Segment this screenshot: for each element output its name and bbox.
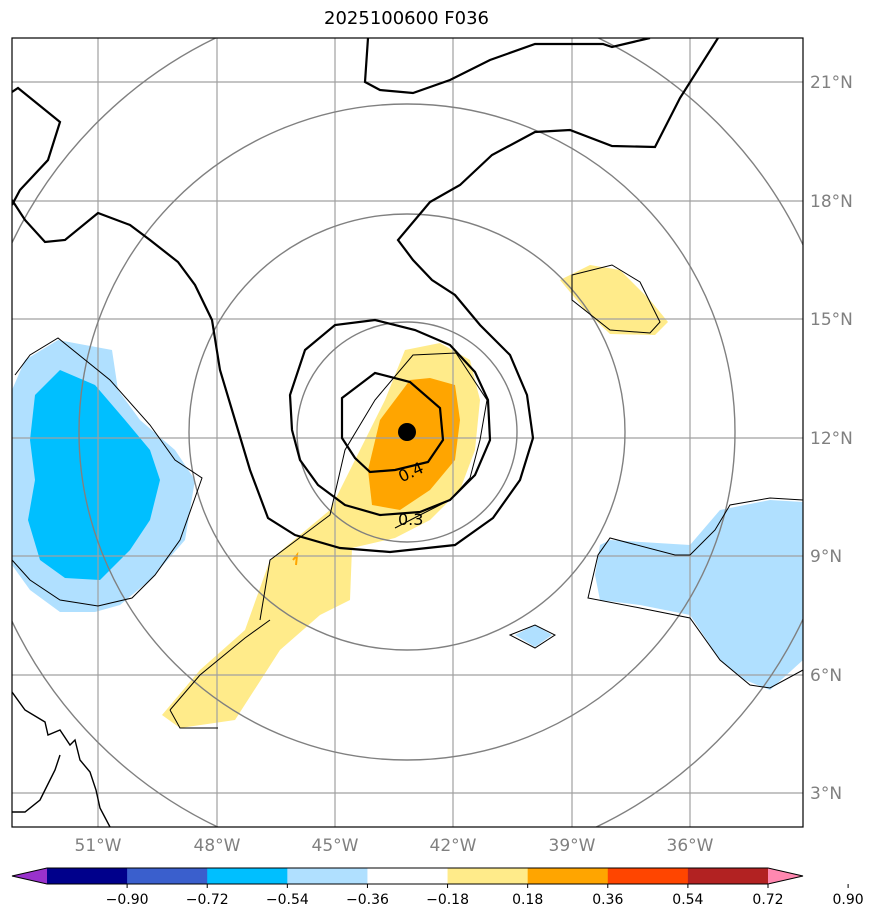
- longitude-labels: 51°W 48°W 45°W 42°W 39°W 36°W: [75, 836, 714, 856]
- colorbar-swatch: [47, 868, 128, 884]
- colorbar-swatch: [527, 868, 609, 884]
- lon-label: 36°W: [667, 836, 714, 856]
- map-title: 2025100600 F036: [324, 8, 489, 29]
- lon-label: 48°W: [194, 836, 241, 856]
- colorbar-swatch: [207, 868, 288, 884]
- lon-label: 39°W: [549, 836, 596, 856]
- negative-shading-east: [515, 500, 803, 690]
- colorbar-extend-low: [12, 868, 47, 884]
- colorbar: −0.90 −0.72 −0.54 −0.36 −0.18 0.18 0.36 0.54 0.7…: [11, 867, 864, 908]
- storm-center-dot: [398, 423, 416, 441]
- colorbar-tick-label: −0.72: [186, 892, 229, 908]
- colorbar-tick-label: 0.72: [752, 892, 783, 908]
- lat-label: 12°N: [810, 429, 853, 449]
- contour-label-0-3: 0.3: [398, 510, 423, 529]
- lat-label: 21°N: [810, 73, 853, 93]
- lat-label: 18°N: [810, 192, 853, 212]
- colorbar-swatch: [447, 868, 529, 884]
- lat-label: 9°N: [810, 547, 842, 567]
- colorbar-tick-label: −0.90: [106, 892, 149, 908]
- lon-label: 51°W: [75, 836, 122, 856]
- colorbar-tick-label: 0.36: [592, 892, 623, 908]
- thick-contours: [12, 38, 719, 554]
- colorbar-tick-label: −0.54: [266, 892, 309, 908]
- map-frame: [11, 37, 804, 828]
- negative-shading-west: [12, 340, 195, 612]
- colorbar-tick-label: −0.36: [346, 892, 389, 908]
- latitude-labels: 21°N 18°N 15°N 12°N 9°N 6°N 3°N: [810, 73, 853, 804]
- colorbar-outline: [11, 867, 804, 885]
- colorbar-swatch: [687, 868, 769, 884]
- lat-label: 15°N: [810, 310, 853, 330]
- lon-label: 45°W: [312, 836, 359, 856]
- colorbar-tick-label: 0.90: [833, 892, 864, 908]
- coastline-south-america: [12, 691, 111, 827]
- colorbar-tick-label: 0.18: [512, 892, 543, 908]
- lon-label: 42°W: [430, 836, 477, 856]
- lat-label: 6°N: [810, 666, 842, 686]
- colorbar-tick-label: 0.54: [672, 892, 703, 908]
- colorbar-swatch: [367, 868, 449, 884]
- range-rings: [12, 38, 803, 827]
- colorbar-swatch: [287, 868, 368, 884]
- colorbar-swatch: [607, 868, 689, 884]
- colorbar-swatch: [127, 868, 208, 884]
- colorbar-extend-high: [768, 868, 803, 884]
- lat-label: 3°N: [810, 784, 842, 804]
- positive-shading-band: [162, 265, 668, 728]
- colorbar-tick-label: −0.18: [426, 892, 469, 908]
